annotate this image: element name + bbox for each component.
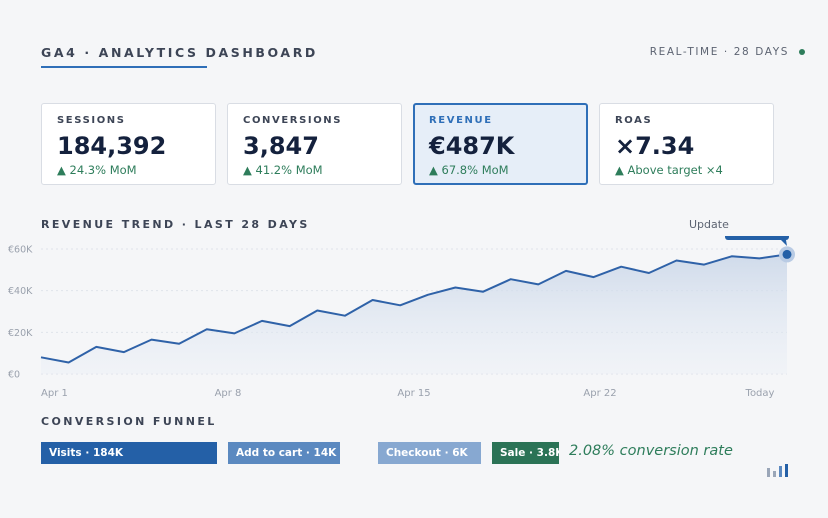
y-tick-label: €0 bbox=[8, 370, 20, 381]
trend-title: REVENUE TREND · LAST 28 DAYS bbox=[41, 218, 310, 231]
kpi-delta: ▲ 41.2% MoM bbox=[243, 163, 323, 177]
kpi-label: REVENUE bbox=[429, 115, 493, 126]
conversion-rate: 2.08% conversion rate bbox=[569, 443, 733, 459]
live-dot-icon bbox=[799, 49, 805, 55]
funnel-step-visits[interactable]: Visits · 184K bbox=[41, 442, 217, 464]
funnel-title: CONVERSION FUNNEL bbox=[41, 415, 217, 428]
header-status: REAL-TIME · 28 DAYS bbox=[650, 46, 805, 58]
kpi-value: 3,847 bbox=[243, 132, 319, 160]
highlight-point[interactable] bbox=[782, 249, 792, 259]
kpi-label: CONVERSIONS bbox=[243, 115, 343, 126]
kpi-value: €487K bbox=[429, 132, 515, 160]
kpi-delta: ▲ 67.8% MoM bbox=[429, 163, 509, 177]
highlight-tooltip bbox=[725, 236, 789, 240]
header-underline bbox=[41, 66, 207, 68]
bar-chart-icon[interactable] bbox=[766, 463, 788, 477]
revenue-area bbox=[41, 254, 787, 374]
kpi-label: SESSIONS bbox=[57, 115, 126, 126]
x-tick-label: Apr 1 bbox=[41, 388, 68, 399]
kpi-value: ×7.34 bbox=[615, 132, 695, 160]
funnel-step-checkout[interactable]: Checkout · 6K bbox=[378, 442, 481, 464]
kpi-card-revenue[interactable]: REVENUE €487K ▲ 67.8% MoM bbox=[413, 103, 588, 185]
header-title: GA4 · ANALYTICS DASHBOARD bbox=[41, 45, 318, 60]
y-tick-label: €60K bbox=[8, 245, 33, 256]
kpi-card-conversions[interactable]: CONVERSIONS 3,847 ▲ 41.2% MoM bbox=[227, 103, 402, 185]
funnel-step-sale[interactable]: Sale · 3.8K bbox=[492, 442, 559, 464]
x-tick-label: Apr 22 bbox=[583, 388, 616, 399]
kpi-card-roas[interactable]: ROAS ×7.34 ▲ Above target ×4 bbox=[599, 103, 774, 185]
y-tick-label: €20K bbox=[8, 328, 33, 339]
revenue-line bbox=[40, 253, 788, 364]
kpi-label: ROAS bbox=[615, 115, 653, 126]
kpi-delta: ▲ 24.3% MoM bbox=[57, 163, 137, 177]
tooltip-pointer bbox=[781, 240, 787, 246]
x-tick-label: Today bbox=[745, 388, 775, 399]
y-tick-label: €40K bbox=[8, 286, 33, 297]
kpi-value: 184,392 bbox=[57, 132, 167, 160]
kpi-delta: ▲ Above target ×4 bbox=[615, 163, 723, 177]
x-tick-label: Apr 15 bbox=[397, 388, 430, 399]
kpi-card-sessions[interactable]: SESSIONS 184,392 ▲ 24.3% MoM bbox=[41, 103, 216, 185]
x-tick-label: Apr 8 bbox=[215, 388, 242, 399]
revenue-trend-chart: €0 €20K €40K €60K Apr 1 Apr 8 Apr 15 Apr 22 Tod… bbox=[8, 236, 795, 399]
updated-label: Update bbox=[689, 218, 729, 231]
status-label: REAL-TIME · 28 DAYS bbox=[649, 46, 789, 58]
funnel-step-add-to-cart[interactable]: Add to cart · 14K bbox=[228, 442, 340, 464]
